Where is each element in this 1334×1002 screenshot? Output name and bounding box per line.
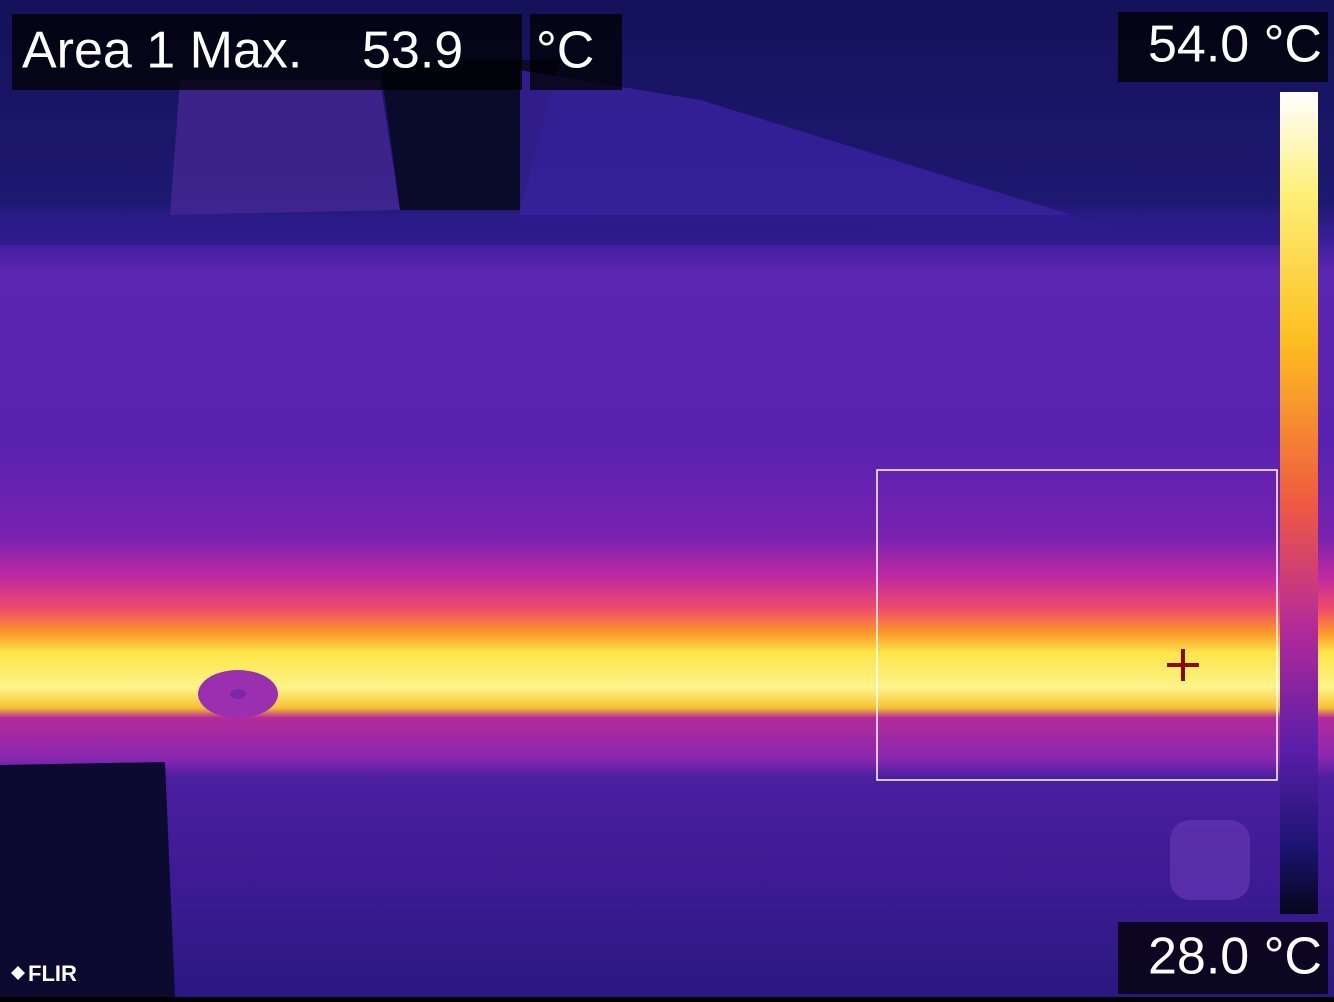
- ledge: [0, 215, 1280, 245]
- measurement-unit: °C: [536, 22, 594, 80]
- color-scale: [1280, 92, 1318, 914]
- brand-logo: [11, 966, 25, 980]
- measurement-value: 53.9: [362, 22, 463, 80]
- brand: FLIR: [28, 961, 77, 986]
- measure-area: [876, 469, 1278, 781]
- upper-object: [170, 80, 400, 215]
- upper-dark-object: [380, 60, 560, 210]
- lower-object: [1170, 820, 1250, 900]
- upper-plate: [520, 70, 1120, 230]
- min-box: [1118, 922, 1328, 994]
- scale-min: 28.0 °C: [1148, 928, 1322, 986]
- hotspot-marker: [1167, 649, 1199, 681]
- unit-box: [530, 14, 622, 90]
- label-box: [12, 14, 522, 90]
- max-box: [1118, 12, 1328, 82]
- scale-max: 54.0 °C: [1148, 16, 1322, 74]
- bolt-center: [230, 689, 246, 699]
- measurement-label: Area 1 Max.: [22, 22, 302, 80]
- lower-dark-object: [0, 762, 175, 997]
